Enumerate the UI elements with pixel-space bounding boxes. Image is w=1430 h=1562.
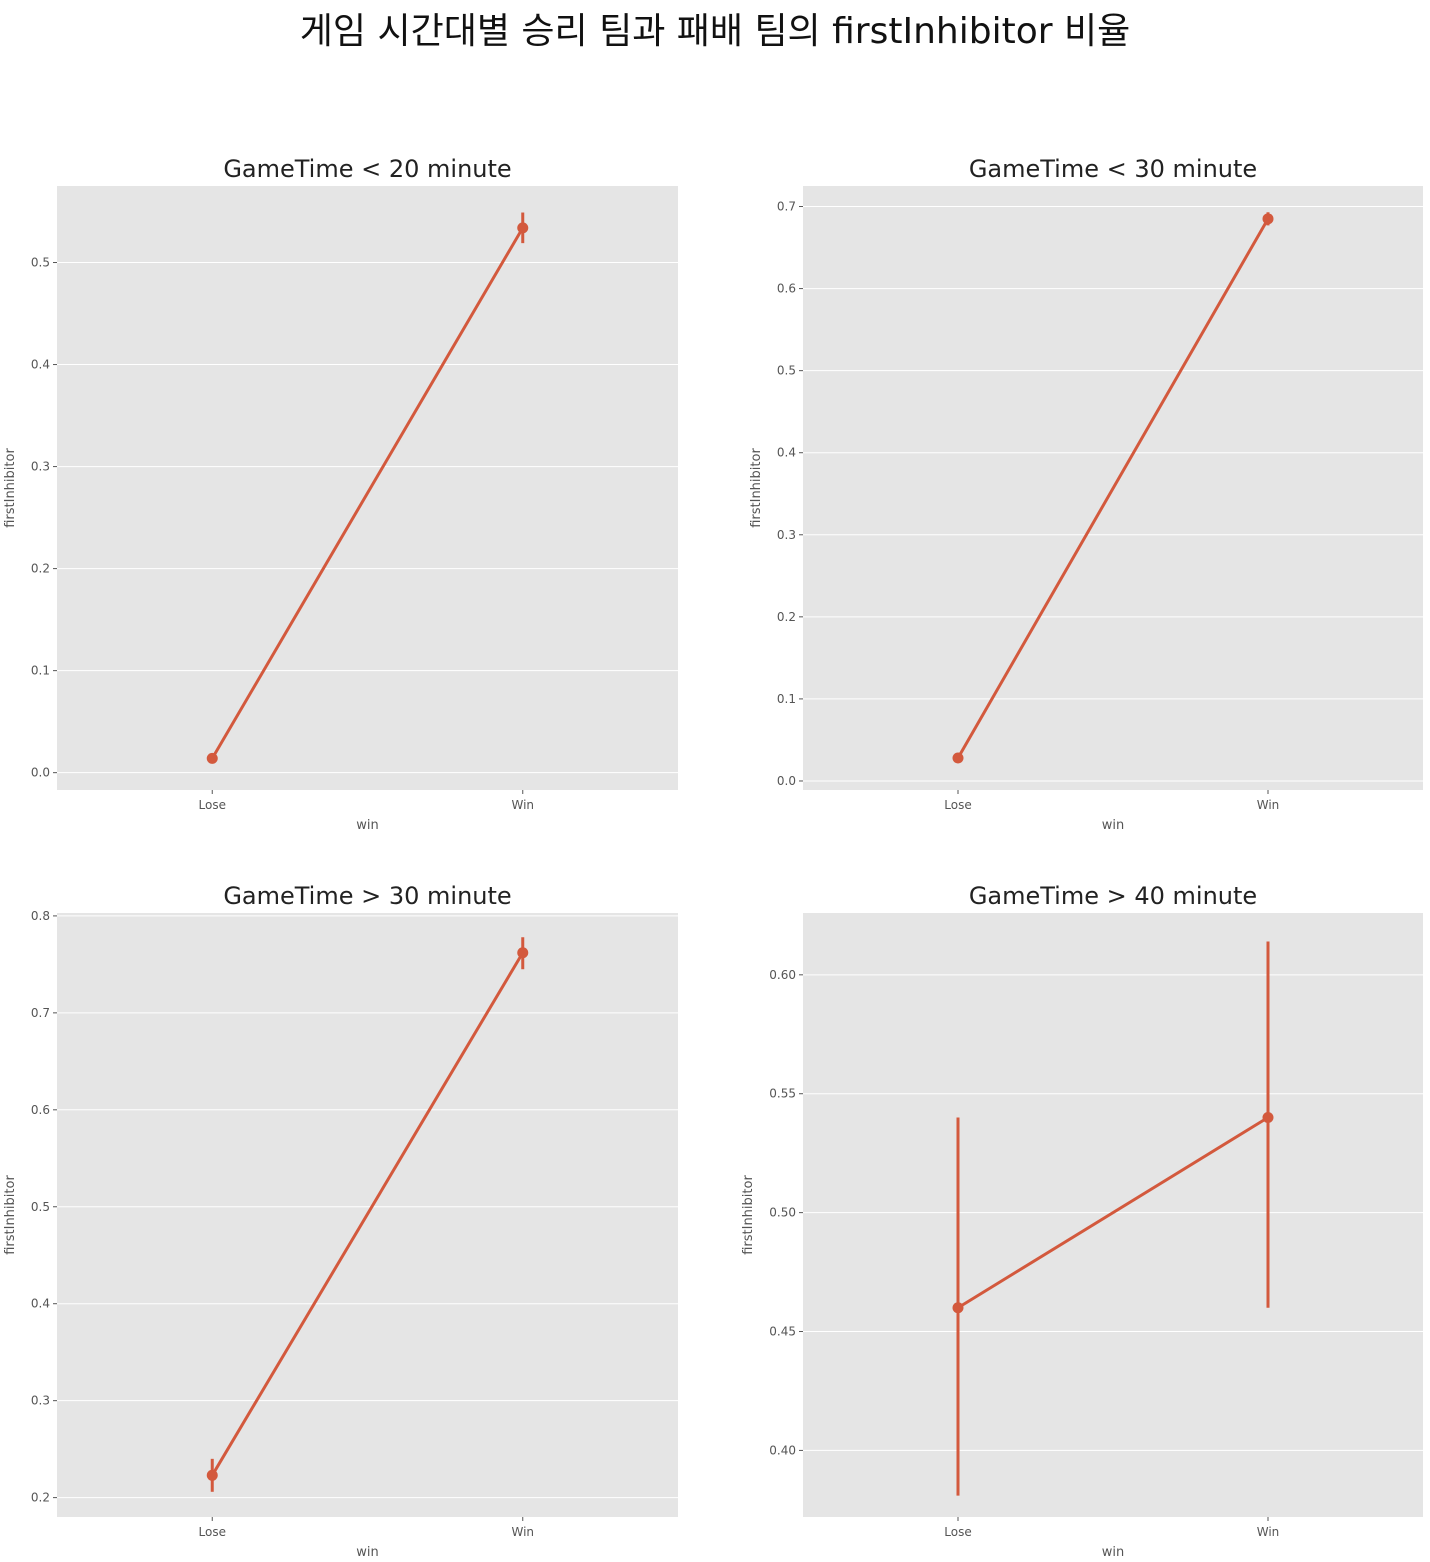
data-point — [1262, 1112, 1274, 1124]
series-line — [956, 218, 1270, 759]
y-tick-label: 0.60 — [769, 968, 796, 982]
subplot-title: GameTime > 30 minute — [223, 882, 511, 910]
y-tick-label: 0.5 — [31, 256, 50, 270]
x-tick-label: Win — [511, 798, 534, 812]
y-tick-label: 0.7 — [777, 200, 796, 214]
y-tick-label: 0.0 — [777, 774, 796, 788]
y-axis-label: firstInhibitor — [741, 1175, 756, 1255]
plot-area — [57, 186, 678, 790]
data-point — [1262, 213, 1274, 225]
y-tick-label: 0.40 — [769, 1443, 796, 1457]
x-axis-label: win — [1102, 818, 1124, 833]
x-tick-label: Win — [1257, 798, 1280, 812]
x-axis-label: win — [356, 1545, 378, 1560]
y-tick-label: 0.4 — [31, 1297, 50, 1311]
y-tick-label: 0.0 — [31, 766, 50, 780]
subplot-3: 0.2 0.3 0.4 0.5 0.6 0.7 0.8 Lose Win GameTime > 3… — [3, 882, 678, 1560]
subplot-2: 0.0 0.1 0.2 0.3 0.4 0.5 0.6 0.7 Lose Win GameTime … — [749, 155, 1423, 833]
y-tick-label: 0.2 — [777, 610, 796, 624]
y-tick-label: 0.3 — [31, 1394, 50, 1408]
x-tick-label: Lose — [199, 1525, 226, 1539]
y-tick-label: 0.6 — [31, 1103, 50, 1117]
subplot-1: 0.0 0.1 0.2 0.3 0.4 0.5 Lose Win GameTime < 20 m… — [3, 155, 678, 833]
y-axis-label: firstInhibitor — [749, 448, 764, 528]
data-point — [517, 222, 529, 234]
subplot-title: GameTime < 30 minute — [969, 155, 1257, 183]
data-point — [517, 947, 529, 959]
series-line — [957, 1116, 1269, 1310]
y-tick-label: 0.45 — [769, 1325, 796, 1339]
y-tick-label: 0.2 — [31, 1491, 50, 1505]
y-tick-label: 0.3 — [777, 528, 796, 542]
data-point — [952, 752, 964, 764]
y-tick-label: 0.50 — [769, 1206, 796, 1220]
data-point — [206, 1469, 218, 1481]
x-axis-label: win — [1102, 1545, 1124, 1560]
y-tick-label: 0.4 — [777, 446, 796, 460]
plot-area — [803, 913, 1423, 1517]
x-tick-label: Lose — [944, 798, 971, 812]
y-axis-label: firstInhibitor — [3, 1175, 18, 1255]
subplot-title: GameTime > 40 minute — [969, 882, 1257, 910]
data-point — [206, 752, 218, 764]
y-tick-label: 0.7 — [31, 1006, 50, 1020]
x-axis-label: win — [356, 818, 378, 833]
y-axis-label: firstInhibitor — [3, 448, 18, 528]
y-tick-label: 0.5 — [777, 364, 796, 378]
data-point — [952, 1302, 964, 1314]
y-tick-label: 0.3 — [31, 460, 50, 474]
series-line — [210, 951, 525, 1477]
figure-title: 게임 시간대별 승리 팀과 패배 팀의 firstInhibitor 비율 — [299, 11, 1131, 52]
y-tick-label: 0.6 — [777, 282, 796, 296]
x-tick-label: Lose — [199, 798, 226, 812]
y-tick-label: 0.5 — [31, 1200, 50, 1214]
x-tick-label: Win — [1257, 1525, 1280, 1539]
y-tick-label: 0.8 — [31, 909, 50, 923]
x-tick-label: Win — [511, 1525, 534, 1539]
x-tick-label: Lose — [944, 1525, 971, 1539]
y-tick-label: 0.55 — [769, 1087, 796, 1101]
subplot-title: GameTime < 20 minute — [223, 155, 511, 183]
y-tick-label: 0.2 — [31, 562, 50, 576]
y-tick-label: 0.4 — [31, 358, 50, 372]
y-tick-label: 0.1 — [31, 664, 50, 678]
subplot-4: 0.40 0.45 0.50 0.55 0.60 Lose Win GameTime > 40… — [741, 882, 1423, 1560]
y-tick-label: 0.1 — [777, 692, 796, 706]
series-line — [210, 227, 525, 760]
